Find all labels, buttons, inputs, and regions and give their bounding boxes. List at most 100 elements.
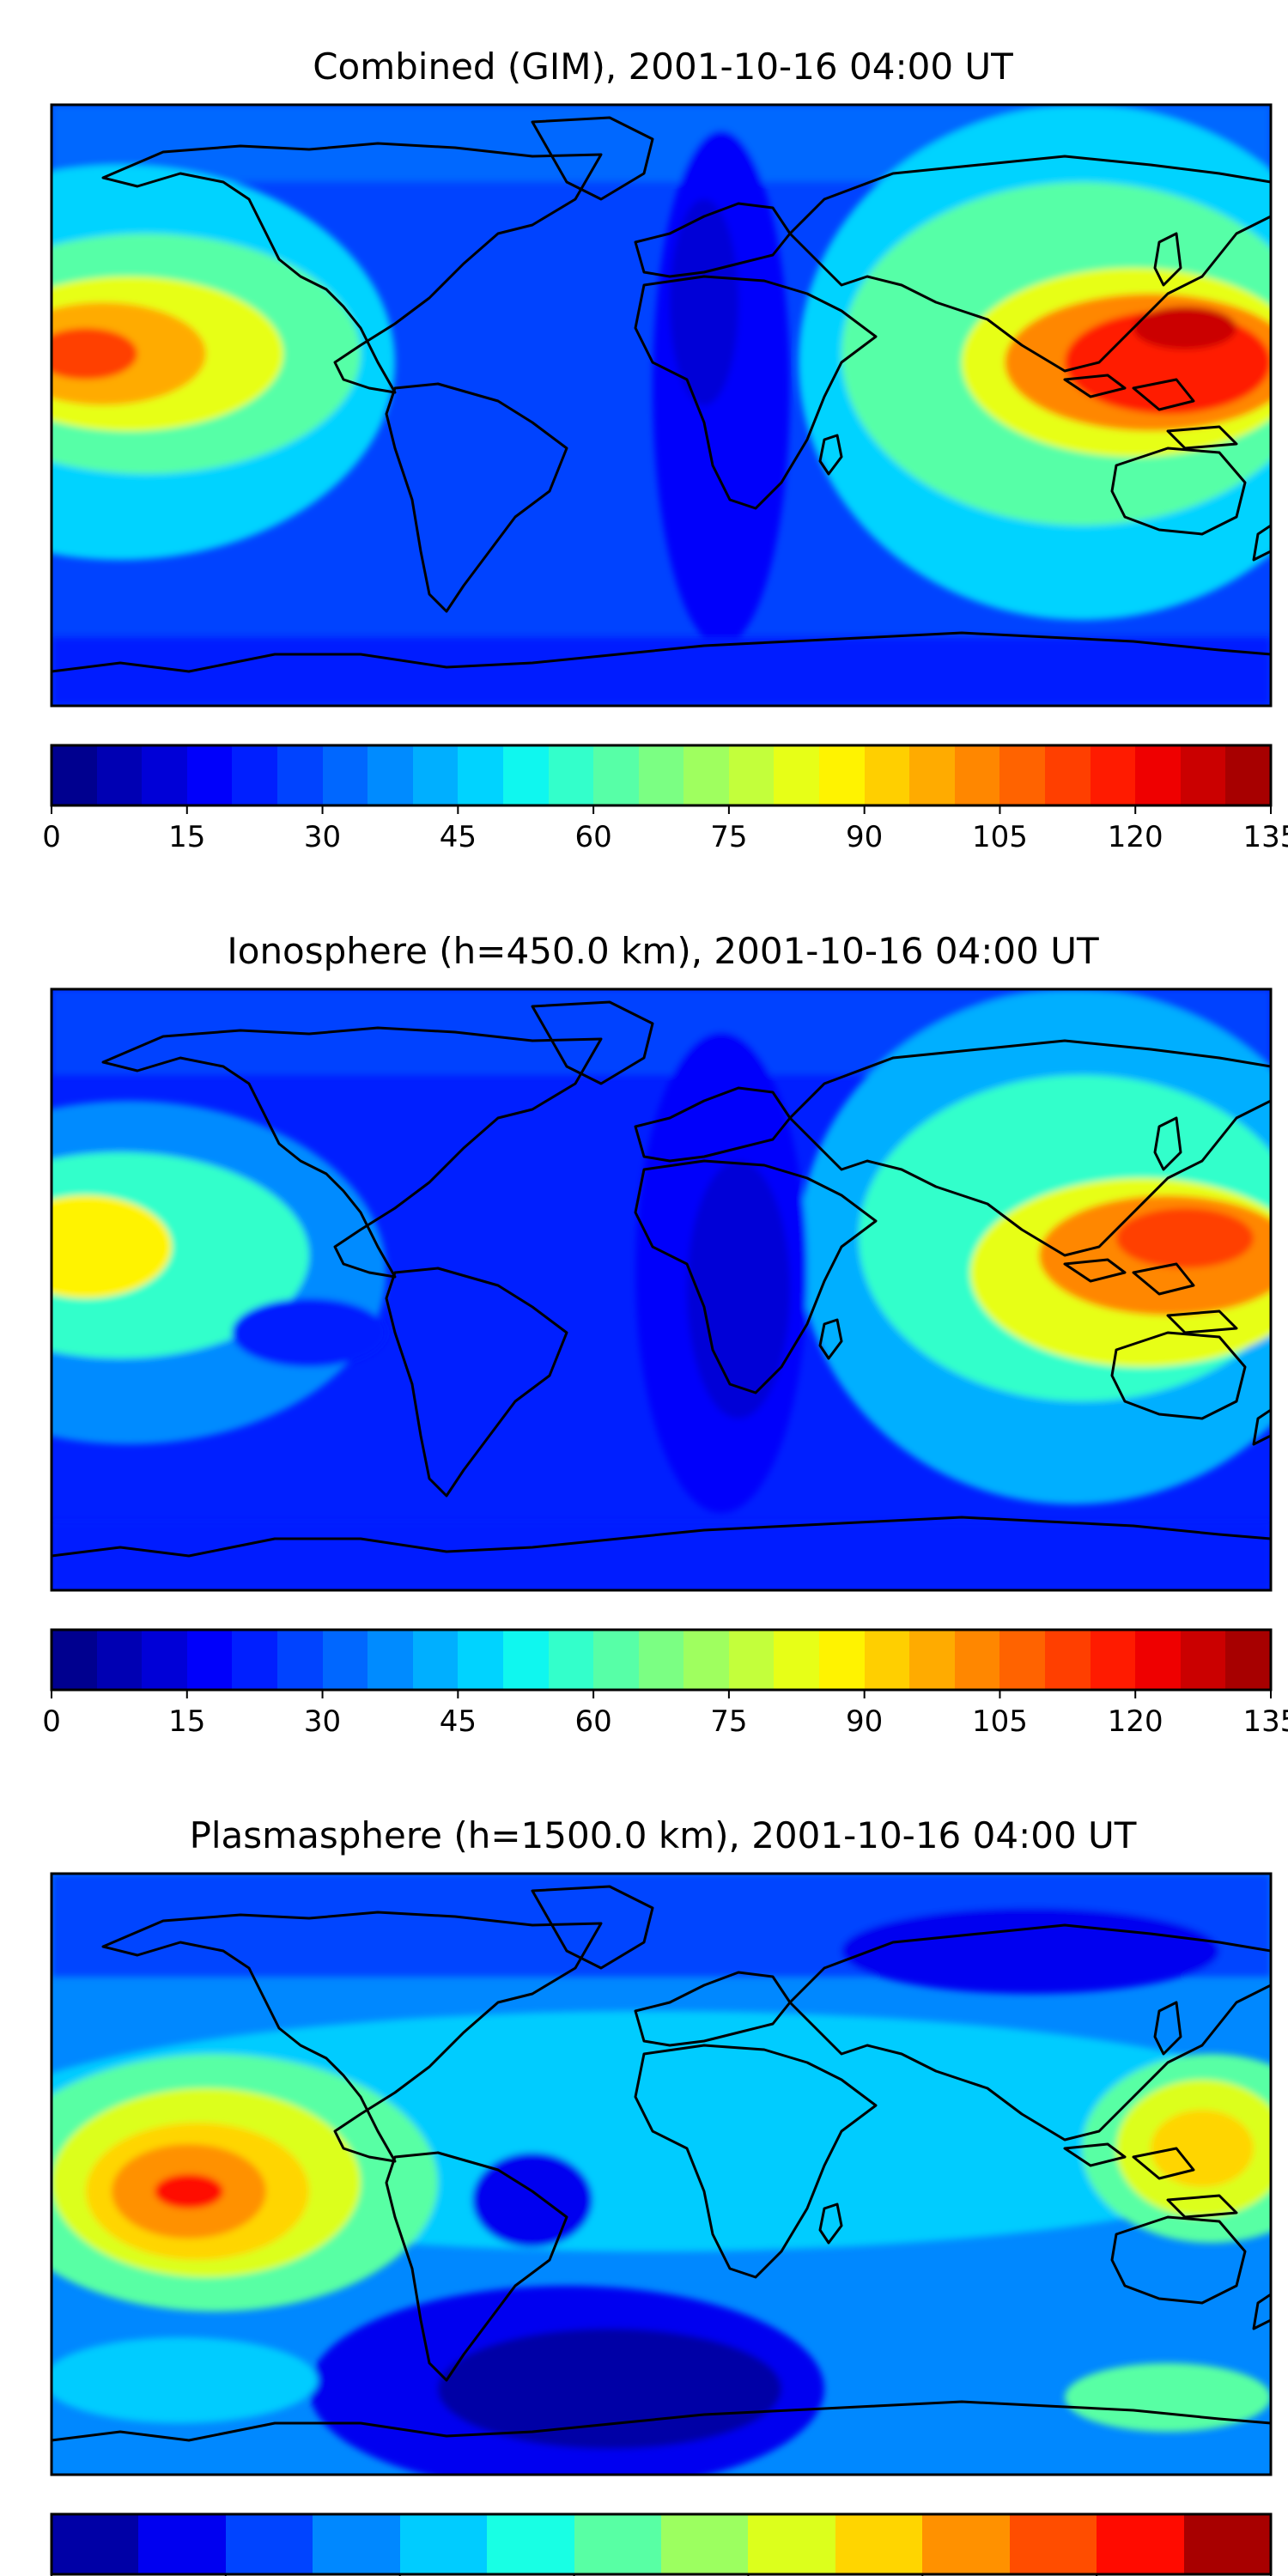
colorbar-swatch: [323, 1630, 368, 1690]
colorbar-swatch: [909, 1630, 956, 1690]
colorbar-swatch: [1135, 745, 1182, 805]
tick-label: 60: [574, 820, 611, 854]
colorbar-swatch: [368, 745, 414, 805]
tick-label: 90: [846, 820, 883, 854]
colorbar-swatch: [999, 1630, 1046, 1690]
feature-pacific-maximum: [52, 1195, 172, 1298]
colorbar-swatch: [1181, 745, 1226, 805]
tick-label: 15: [168, 1704, 205, 1739]
colorbar-swatch: [487, 2514, 575, 2574]
map-frame: [50, 987, 1273, 1592]
colorbar-swatch: [819, 1630, 866, 1690]
colorbar-swatch: [458, 745, 504, 805]
tick-label: 0: [42, 820, 61, 854]
colorbar-swatch: [277, 745, 324, 805]
colorbar-swatch: [661, 2514, 749, 2574]
map-frame: [50, 103, 1273, 708]
colorbar-swatch: [187, 1630, 233, 1690]
colorbar-swatch: [1181, 1630, 1226, 1690]
high-lat-south: [52, 1522, 1271, 1590]
feature-west-pacific-maximum: [1116, 1208, 1254, 1268]
tick-label: 45: [440, 1704, 477, 1739]
tick-label: 30: [304, 1704, 341, 1739]
colorbar-frame: [50, 1628, 1273, 1692]
panel-title: Combined (GIM), 2001-10-16 04:00 UT: [313, 46, 1013, 88]
panel-ionosphere: Ionosphere (h=450.0 km), 2001-10-16 04:0…: [42, 930, 1288, 1739]
colorbar: 0 15 30 45 60 75 90 105 120 135: [42, 1628, 1288, 1739]
colorbar-swatch: [232, 745, 278, 805]
north-minimum: [841, 1908, 1219, 1994]
colorbar-swatch: [187, 745, 233, 805]
colorbar-swatch: [97, 745, 143, 805]
colorbar-swatch: [774, 745, 820, 805]
colorbar-swatch: [593, 1630, 640, 1690]
colorbar-frame: [50, 2512, 1273, 2576]
colorbar-swatch: [323, 745, 368, 805]
colorbar-swatch: [999, 745, 1046, 805]
colorbar-swatch: [142, 1630, 188, 1690]
colorbar-swatch: [413, 745, 459, 805]
tick-label: 75: [710, 1704, 747, 1739]
colorbar-swatch: [232, 1630, 278, 1690]
colorbar-swatch: [639, 745, 684, 805]
colorbar-swatch: [458, 1630, 504, 1690]
heatmap-map: [50, 103, 1273, 708]
colorbar-swatch: [413, 1630, 459, 1690]
feature-west-pacific-maximum: [1151, 2110, 1254, 2187]
colorbar-swatch: [909, 745, 956, 805]
colorbar-swatch: [1097, 2514, 1185, 2574]
colorbar-swatch: [683, 1630, 730, 1690]
colorbar-swatch: [835, 2514, 923, 2574]
colorbar-swatch: [729, 1630, 775, 1690]
feature-west-pacific-maximum: [1133, 307, 1236, 349]
colorbar: 0 15 30 45 60 75 90 105 120 135: [42, 744, 1288, 854]
colorbar-swatch: [593, 745, 640, 805]
south-pacific-rise: [1065, 2363, 1271, 2432]
feature-pacific-maximum: [155, 2174, 223, 2208]
colorbar-swatch: [865, 745, 910, 805]
panel-combined: Combined (GIM), 2001-10-16 04:00 UT: [42, 46, 1288, 854]
colorbar-swatch: [400, 2514, 488, 2574]
colorbar-frame: [50, 744, 1273, 807]
colorbar-swatch: [549, 745, 594, 805]
colorbar-swatch: [748, 2514, 836, 2574]
colorbar-swatch: [226, 2514, 313, 2574]
colorbar-swatch: [955, 745, 1000, 805]
panel-title: Plasmasphere (h=1500.0 km), 2001-10-16 0…: [190, 1814, 1137, 1856]
panel-plasmasphere: Plasmasphere (h=1500.0 km), 2001-10-16 0…: [50, 1814, 1273, 2576]
colorbar-swatch: [368, 1630, 414, 1690]
colorbar-swatch: [955, 1630, 1000, 1690]
colorbar-swatch: [1225, 1630, 1272, 1690]
tick-label: 105: [972, 1704, 1028, 1739]
colorbar-swatch: [503, 745, 550, 805]
colorbar-swatch: [277, 1630, 324, 1690]
colorbar-swatch: [639, 1630, 684, 1690]
tick-label: 120: [1108, 820, 1163, 854]
colorbar-swatch: [819, 745, 866, 805]
colorbar-swatch: [922, 2514, 1011, 2574]
colorbar-swatch: [1091, 1630, 1136, 1690]
tick-label: 90: [846, 1704, 883, 1739]
colorbar-swatch: [52, 2514, 139, 2574]
panel-title: Ionosphere (h=450.0 km), 2001-10-16 04:0…: [227, 930, 1099, 972]
colorbar-swatch: [865, 1630, 910, 1690]
tick-label: 15: [168, 820, 205, 854]
tick-label: 45: [440, 820, 477, 854]
colorbar-swatch: [683, 745, 730, 805]
colorbar-swatch: [574, 2514, 662, 2574]
colorbar-swatch: [549, 1630, 594, 1690]
tick-label: 60: [574, 1704, 611, 1739]
colorbar-swatch: [1184, 2514, 1272, 2574]
colorbar-swatch: [138, 2514, 227, 2574]
heatmap-map: [50, 1872, 1273, 2476]
tick-label: 30: [304, 820, 341, 854]
contour-fields: [52, 105, 1271, 706]
colorbar-swatch: [52, 1630, 98, 1690]
colorbar-swatch: [1091, 745, 1136, 805]
tick-label: 75: [710, 820, 747, 854]
feature-southern-ocean-minimum: [438, 2329, 781, 2449]
colorbar-swatch: [1225, 745, 1272, 805]
atlantic-africa-core: [687, 1161, 790, 1419]
tick-label: 135: [1243, 1704, 1288, 1739]
